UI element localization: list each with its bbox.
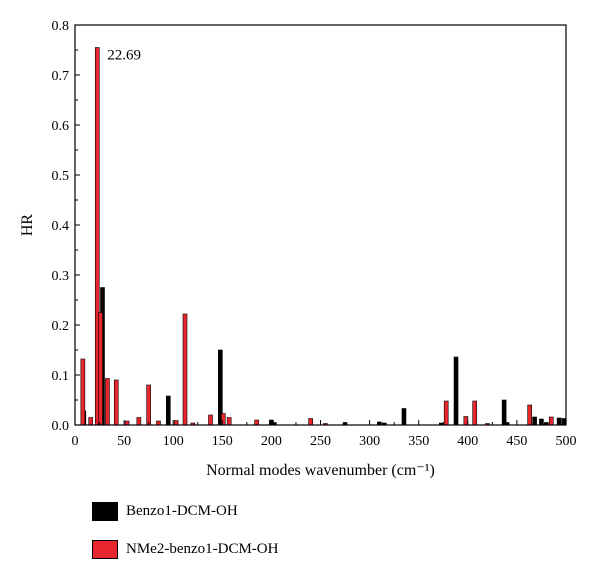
bar-nme2 — [146, 384, 151, 426]
bar-benzo1 — [556, 417, 562, 426]
x-tick-label: 300 — [359, 434, 380, 449]
bar-nme2 — [226, 417, 232, 426]
bar-benzo1 — [532, 416, 537, 426]
x-tick-label: 200 — [261, 434, 282, 449]
x-tick-label: 450 — [506, 434, 527, 449]
bar-benzo1 — [453, 356, 459, 426]
bar-nme2 — [98, 312, 103, 426]
peak-annotation: 22.69 — [107, 48, 141, 64]
bar-nme2 — [80, 358, 86, 426]
legend-item-nme2: NMe2-benzo1-DCM-OH — [92, 538, 278, 560]
bar-nme2 — [443, 400, 449, 426]
bar-benzo1 — [501, 399, 507, 426]
x-tick-label: 150 — [212, 434, 233, 449]
legend-item-benzo1: Benzo1-DCM-OH — [92, 500, 278, 522]
x-axis-title: Normal modes wavenumber (cm⁻¹) — [206, 462, 435, 479]
y-tick-label: 0.0 — [52, 419, 70, 434]
bar-nme2 — [527, 404, 532, 426]
y-tick-label: 0.6 — [52, 119, 70, 134]
bar-nme2 — [463, 416, 469, 426]
bar-nme2 — [472, 400, 477, 426]
x-tick-label: 0 — [72, 434, 79, 449]
bars-nme2-benzo1-dcm-oh — [80, 47, 554, 426]
bar-nme2 — [548, 416, 554, 426]
y-tick-label: 0.3 — [52, 269, 70, 284]
axis-ticks: 0 50 100 150 200 250 300 350 400 450 500 0.0 0.1 0.2 0… — [52, 19, 577, 449]
x-tick-label: 500 — [556, 434, 577, 449]
bar-benzo1 — [401, 408, 407, 426]
bar-nme2 — [113, 379, 119, 426]
bars-benzo1-dcm-oh — [81, 287, 567, 426]
bar-nme2 — [182, 313, 188, 426]
y-axis-title: HR — [19, 214, 36, 237]
y-tick-label: 0.2 — [52, 319, 70, 334]
legend: Benzo1-DCM-OH NMe2-benzo1-DCM-OH — [92, 500, 278, 576]
legend-label-nme2: NMe2-benzo1-DCM-OH — [126, 540, 279, 557]
bar-nme2 — [105, 378, 110, 426]
y-tick-label: 0.4 — [52, 219, 70, 234]
x-tick-label: 350 — [408, 434, 429, 449]
y-tick-label: 0.1 — [52, 369, 70, 384]
y-tick-label: 0.5 — [52, 169, 70, 184]
bar-nme2 — [136, 417, 142, 426]
legend-label-benzo1: Benzo1-DCM-OH — [126, 502, 238, 519]
x-tick-label: 100 — [163, 434, 184, 449]
bar-nme2 — [88, 417, 94, 426]
bar-benzo1 — [165, 395, 171, 426]
legend-swatch-black — [92, 501, 118, 521]
legend-swatch-red — [92, 539, 118, 559]
x-tick-label: 400 — [457, 434, 478, 449]
plot-frame — [74, 24, 567, 426]
bar-nme2 — [308, 418, 313, 426]
bar-nme2 — [173, 420, 179, 426]
x-tick-label: 250 — [310, 434, 331, 449]
bar-nme2 — [254, 419, 259, 426]
bar-nme2 — [208, 414, 213, 426]
y-tick-label: 0.7 — [52, 69, 70, 84]
x-tick-label: 50 — [117, 434, 131, 449]
y-tick-label: 0.8 — [52, 19, 70, 34]
